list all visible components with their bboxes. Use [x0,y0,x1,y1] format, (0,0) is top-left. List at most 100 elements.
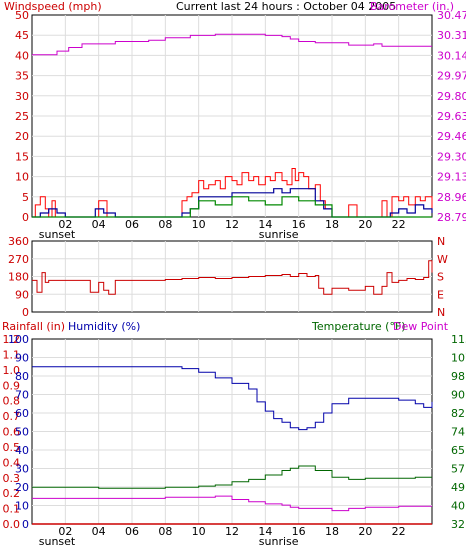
temperature-y-tick-label: 98 [451,370,465,383]
humidity-y-tick-label: 70 [15,389,29,402]
humidity-axis-label: Humidity (%) [68,320,140,333]
barometer-y-tick-label: 29.13 [437,171,466,184]
wind-y-tick-label: 25 [15,110,29,123]
charts-layer: 5045403530252015105030.4730.3130.1429.97… [3,9,466,548]
temperature-y-tick-label: 65 [451,444,465,457]
direction-y-tick-label: 180 [8,271,29,284]
temperature-y-tick-label: 115 [451,333,466,346]
wind-y-tick-label: 15 [15,150,29,163]
barometer-y-tick-label: 28.96 [437,191,466,204]
barometer-y-tick-label: 28.79 [437,211,466,224]
wind-chart-x-annotation-sunrise: sunrise [259,228,299,241]
barometer-line [32,33,432,56]
direction-y-tick-label: 360 [8,235,29,248]
wind-chart-x-tick-label: 16 [292,218,306,231]
direction-compass-label: N [437,306,445,319]
wind-y-tick-label: 45 [15,29,29,42]
temperature-y-tick-label: 74 [451,426,465,439]
rainfall-y-tick-label: 1.0 [3,364,21,377]
wind-chart-x-tick-label: 04 [92,218,106,231]
humidity-y-tick-label: 80 [15,370,29,383]
temperature-y-tick-label: 57 [451,463,465,476]
climate-chart-x-tick-label: 22 [392,525,406,538]
humidity-y-tick-label: 50 [15,426,29,439]
rainfall-y-tick-label: 0.8 [3,395,21,408]
climate-chart-x-tick-label: 14 [258,525,272,538]
climate-chart-x-tick-label: 18 [325,525,339,538]
barometer-y-tick-label: 30.14 [437,49,466,62]
wind-y-tick-label: 35 [15,70,29,83]
barometer-y-tick-label: 29.63 [437,110,466,123]
temperature-y-tick-label: 82 [451,407,465,420]
barometer-y-tick-label: 29.97 [437,70,466,83]
rainfall-y-tick-label: 0.7 [3,410,21,423]
climate-chart-x-annotation-sunrise: sunrise [259,535,299,548]
rainfall-y-tick-label: 0.2 [3,487,21,500]
rainfall-y-tick-label: 1.1 [3,348,21,361]
wind-y-tick-label: 5 [22,191,29,204]
barometer-y-tick-label: 29.80 [437,90,466,103]
temperature-y-tick-label: 32 [451,518,465,531]
wind-chart-x-tick-label: 02 [58,218,72,231]
temperature-y-tick-label: 40 [451,500,465,513]
rainfall-y-tick-label: 0.9 [3,379,21,392]
direction-compass-label: S [437,271,444,284]
climate-chart-x-tick-label: 06 [125,525,139,538]
wind-direction-line [32,260,433,295]
wind-y-tick-label: 0 [22,211,29,224]
direction-y-tick-label: 270 [8,253,29,266]
wind-chart-x-tick-label: 10 [192,218,206,231]
wind-chart-x-annotation-sunset: sunset [39,228,76,241]
rainfall-y-tick-label: 0.5 [3,441,21,454]
climate-chart-x-tick-label: 10 [192,525,206,538]
rainfall-axis-label: Rainfall (in) [2,320,65,333]
climate-chart-x-tick-label: 12 [225,525,239,538]
climate-chart-x-annotation-sunset: sunset [39,535,76,548]
humidity-y-tick-label: 100 [8,333,29,346]
wind-chart-x-tick-label: 18 [325,218,339,231]
barometer-y-tick-label: 29.46 [437,130,466,143]
climate-chart-x-tick-label: 20 [358,525,372,538]
humidity-y-tick-label: 40 [15,444,29,457]
direction-compass-label: W [437,253,448,266]
chart-title: Current last 24 hours : October 04 2005 [176,0,396,13]
humidity-y-tick-label: 0 [22,518,29,531]
wind-chart-x-tick-label: 22 [392,218,406,231]
barometer-y-tick-label: 29.30 [437,150,466,163]
barometer-y-tick-label: 30.31 [437,29,466,42]
rainfall-y-tick-label: 0.4 [3,456,21,469]
direction-y-tick-label: 0 [22,306,29,319]
humidity-y-tick-label: 30 [15,463,29,476]
temperature-y-tick-label: 49 [451,481,465,494]
windspeed-axis-label: Windspeed (mph) [4,0,102,13]
humidity-y-tick-label: 60 [15,407,29,420]
wind-lull-line [32,196,432,218]
rainfall-y-tick-label: 0.0 [3,518,21,531]
rainfall-y-tick-label: 0.3 [3,472,21,485]
rainfall-y-tick-label: 1.2 [3,333,21,346]
temperature-line [32,465,432,489]
wind-y-tick-label: 50 [15,9,29,22]
wind-y-tick-label: 30 [15,90,29,103]
wind-y-tick-label: 20 [15,130,29,143]
dewpoint-axis-label: Dew Point [393,320,449,333]
wind-chart-x-tick-label: 06 [125,218,139,231]
barometer-y-tick-label: 30.47 [437,9,466,22]
climate-chart-x-tick-label: 02 [58,525,72,538]
wind-chart-x-tick-label: 08 [158,218,172,231]
humidity-y-tick-label: 90 [15,352,29,365]
humidity-line [32,366,433,431]
wind-chart-x-tick-label: 14 [258,218,272,231]
climate-chart-x-tick-label: 16 [292,525,306,538]
direction-compass-label: E [437,288,444,301]
direction-compass-label: N [437,235,445,248]
wind-y-tick-label: 10 [15,171,29,184]
climate-chart-x-tick-label: 04 [92,525,106,538]
dewpoint-line [32,495,432,512]
temperature-axis-label: Temperature (°F) [311,320,406,333]
barometer-axis-label: Barometer (in.) [370,0,454,13]
temperature-y-tick-label: 107 [451,352,466,365]
climate-chart-x-tick-label: 08 [158,525,172,538]
direction-y-tick-label: 90 [15,288,29,301]
